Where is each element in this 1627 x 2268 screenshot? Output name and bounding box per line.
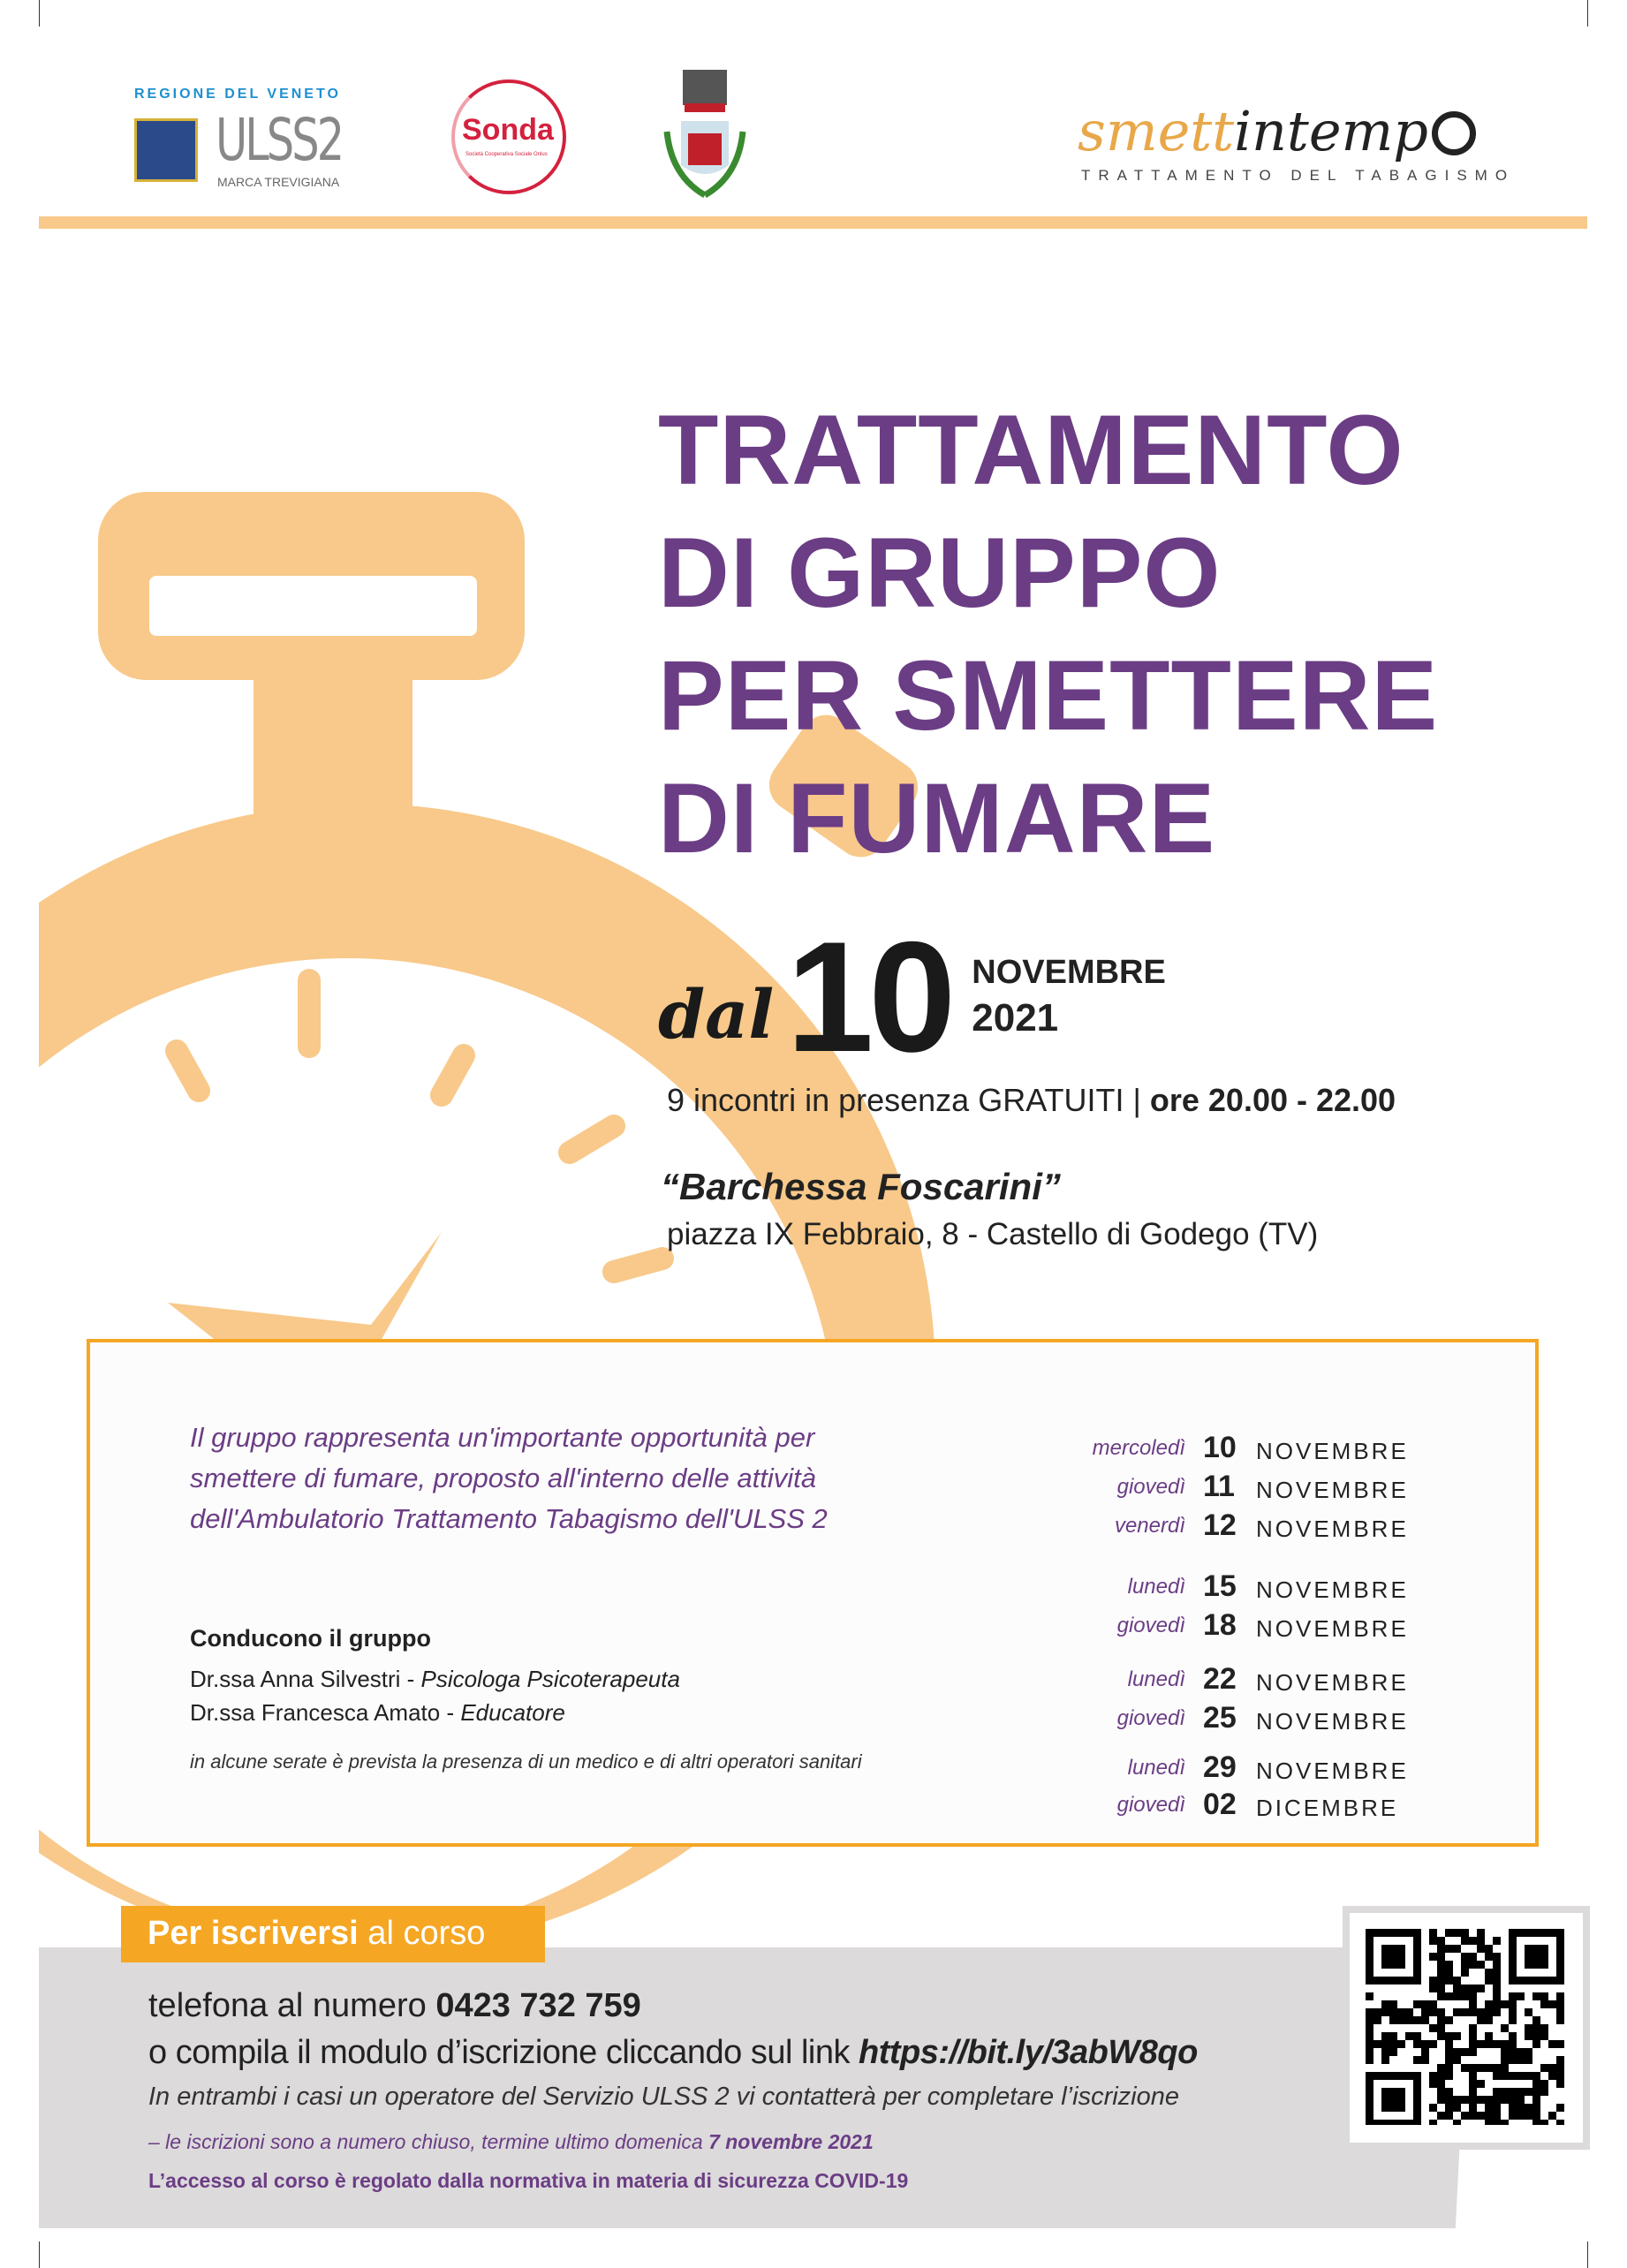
title-line: DI GRUPPO	[658, 518, 1222, 628]
schedule-month: NOVEMBRE	[1256, 1516, 1409, 1542]
stopwatch-icon	[1432, 111, 1477, 155]
deadline: – le iscrizioni sono a numero chiuso, te…	[148, 2130, 874, 2154]
schedule-day: 22	[1203, 1662, 1237, 1696]
schedule-row: venerdì 12 NOVEMBRE	[1044, 1508, 1539, 1544]
crop-mark	[1587, 2242, 1588, 2268]
smettintempo-logo: smettintemp TRATTAMENTO DEL TABAGISMO	[1078, 99, 1572, 198]
schedule-month: NOVEMBRE	[1256, 1438, 1409, 1464]
logo-part-a: smett	[1078, 99, 1235, 163]
signup-panel	[39, 1947, 1470, 2228]
crop-mark	[39, 0, 40, 26]
info-box: Il gruppo rappresenta un'importante oppo…	[87, 1339, 1539, 1847]
schedule-weekday: mercoledì	[1092, 1436, 1185, 1460]
sessions-time: ore 20.00 - 22.00	[1149, 1082, 1396, 1118]
link-label: o compila il modulo d’iscrizione cliccan…	[148, 2034, 859, 2071]
schedule-weekday: giovedì	[1116, 1706, 1185, 1730]
start-prefix: dal	[658, 975, 775, 1054]
schedule-day: 02	[1203, 1788, 1237, 1821]
schedule-month: NOVEMBRE	[1256, 1576, 1409, 1603]
schedule-weekday: giovedì	[1116, 1475, 1185, 1499]
schedule-month: NOVEMBRE	[1256, 1477, 1409, 1503]
link-line: o compila il modulo d’iscrizione cliccan…	[148, 2034, 1198, 2072]
phone-number[interactable]: 0423 732 759	[435, 1987, 641, 2024]
header-divider	[39, 216, 1587, 229]
signup-tag: Per iscriversi al corso	[121, 1906, 545, 1962]
schedule-row: lunedì 29 NOVEMBRE	[1044, 1750, 1539, 1786]
leader-role: Psicologa Psicoterapeuta	[420, 1666, 680, 1692]
sessions-text: 9 incontri in presenza GRATUITI |	[667, 1082, 1150, 1118]
schedule-day: 11	[1203, 1470, 1235, 1503]
leader: Dr.ssa Anna Silvestri - Psicologa Psicot…	[190, 1666, 680, 1693]
sonda-name: Sonda	[462, 113, 554, 147]
schedule-day: 15	[1203, 1569, 1237, 1603]
schedule-day: 18	[1203, 1608, 1237, 1642]
schedule-row: lunedì 15 NOVEMBRE	[1044, 1569, 1539, 1605]
sonda-logo: Sonda Società Cooperativa Sociale Onlus	[451, 79, 566, 194]
qr-code[interactable]	[1343, 1906, 1590, 2150]
start-day: 10	[786, 909, 956, 1085]
logo-part-b: intemp	[1234, 99, 1428, 163]
title-line: DI FUMARE	[658, 763, 1216, 873]
leader: Dr.ssa Francesca Amato - Educatore	[190, 1699, 565, 1727]
signup-link[interactable]: https://bit.ly/3abW8qo	[859, 2034, 1198, 2071]
leader-role: Educatore	[460, 1699, 565, 1726]
veneto-lion-icon	[134, 118, 198, 182]
title-line: PER SMETTERE	[658, 640, 1439, 751]
schedule-weekday: lunedì	[1127, 1756, 1185, 1780]
schedule-row: giovedì 18 NOVEMBRE	[1044, 1608, 1539, 1644]
title-line: TRATTAMENTO	[658, 395, 1404, 505]
schedule-row: mercoledì 10 NOVEMBRE	[1044, 1431, 1539, 1466]
signup-tag-bold: Per iscriversi	[148, 1915, 359, 1952]
schedule-day: 10	[1203, 1431, 1237, 1464]
start-month-year: NOVEMBRE 2021	[963, 951, 1166, 1043]
intro-text: Il gruppo rappresenta un'importante oppo…	[190, 1422, 828, 1534]
logo-sub: TRATTAMENTO DEL TABAGISMO	[1081, 167, 1516, 184]
ulss-name: ULSS2	[216, 106, 344, 174]
schedule-month: NOVEMBRE	[1256, 1758, 1409, 1784]
start-date: dal 10 NOVEMBRE 2021	[658, 919, 1166, 1076]
schedule-weekday: venerdì	[1114, 1514, 1185, 1538]
schedule-weekday: lunedì	[1127, 1575, 1185, 1599]
start-year: 2021	[972, 996, 1059, 1040]
ulss-sub: MARCA TREVIGIANA	[217, 175, 340, 189]
leader-name: Dr.ssa Francesca Amato -	[190, 1699, 461, 1726]
schedule-day: 25	[1203, 1701, 1237, 1735]
signup-tag-rest: al corso	[358, 1915, 486, 1952]
crop-mark	[1587, 0, 1588, 26]
schedule-month: DICEMBRE	[1256, 1795, 1399, 1821]
municipal-crest-icon	[663, 70, 746, 199]
schedule-row: lunedì 22 NOVEMBRE	[1044, 1662, 1539, 1697]
schedule-weekday: lunedì	[1127, 1667, 1185, 1691]
schedule-weekday: giovedì	[1116, 1614, 1185, 1637]
deadline-text: – le iscrizioni sono a numero chiuso, te…	[148, 2130, 709, 2153]
schedule-weekday: giovedì	[1116, 1793, 1185, 1817]
covid-note: L’accesso al corso è regolato dalla norm…	[148, 2169, 909, 2192]
ulss-region: REGIONE DEL VENETO	[134, 87, 341, 102]
leader-name: Dr.ssa Anna Silvestri -	[190, 1666, 421, 1692]
qr-code-icon	[1366, 1929, 1564, 2128]
phone-label: telefona al numero	[148, 1987, 436, 2024]
crop-mark	[39, 2242, 40, 2268]
start-month: NOVEMBRE	[972, 954, 1166, 991]
schedule-month: NOVEMBRE	[1256, 1708, 1409, 1735]
sessions-info: 9 incontri in presenza GRATUITI | ore 20…	[667, 1082, 1396, 1119]
leaders-heading: Conducono il gruppo	[190, 1625, 431, 1652]
note-text: in alcune serate è prevista la presenza …	[190, 1750, 862, 1773]
schedule-row: giovedì 11 NOVEMBRE	[1044, 1470, 1539, 1505]
schedule-day: 12	[1203, 1508, 1237, 1542]
schedule-month: NOVEMBRE	[1256, 1669, 1409, 1696]
page-title: TRATTAMENTO DI GRUPPO PER SMETTERE DI FU…	[658, 389, 1438, 880]
schedule-row: giovedì 25 NOVEMBRE	[1044, 1701, 1539, 1736]
ulss2-logo: REGIONE DEL VENETO ULSS2 MARCA TREVIGIAN…	[134, 87, 346, 193]
schedule-day: 29	[1203, 1750, 1237, 1784]
venue-name: “Barchessa Foscarini”	[661, 1166, 1061, 1207]
schedule-month: NOVEMBRE	[1256, 1615, 1409, 1642]
venue-address: piazza IX Febbraio, 8 - Castello di Gode…	[667, 1217, 1319, 1251]
contact-note: In entrambi i casi un operatore del Serv…	[148, 2083, 1179, 2111]
sonda-sub: Società Cooperativa Sociale Onlus	[465, 152, 548, 157]
deadline-date: 7 novembre 2021	[708, 2130, 874, 2153]
phone-line: telefona al numero 0423 732 759	[148, 1987, 641, 2025]
schedule-row: giovedì 02 DICEMBRE	[1044, 1788, 1539, 1823]
